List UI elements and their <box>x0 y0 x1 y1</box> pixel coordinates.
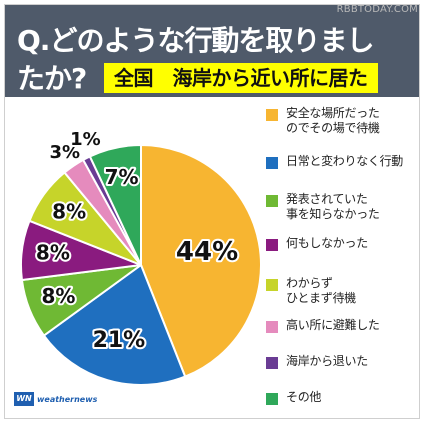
legend-label-7: 海岸から退いた <box>286 354 368 368</box>
legend-swatch-2 <box>266 157 278 169</box>
legend-swatch-4 <box>266 239 278 251</box>
site-watermark: RBBTODAY.COM <box>336 4 418 15</box>
legend-item-2: 日常と変わりなく行動 <box>266 154 416 169</box>
legend-label-8: その他 <box>286 390 322 404</box>
pie-slice-8 <box>88 143 142 266</box>
legend-item-5: わからず ひとまず待機 <box>266 276 416 306</box>
pie-slice-2 <box>42 263 187 386</box>
legend-swatch-6 <box>266 321 278 333</box>
legend-label-4: 何もしなかった <box>286 236 368 250</box>
question-title-line2: たか? <box>17 62 87 95</box>
legend-label-2: 日常と変わりなく行動 <box>286 154 404 168</box>
legend-item-1: 安全な場所だった のでその場で待機 <box>266 106 416 136</box>
slice-label-7: 1% <box>70 129 101 150</box>
scope-badge: 全国 海岸から近い所に居た <box>104 63 378 93</box>
legend-item-4: 何もしなかった <box>266 236 416 251</box>
slice-label-2: 21% <box>93 328 146 353</box>
legend-swatch-3 <box>266 195 278 207</box>
pie-chart: 44% 21% 8% 8% 8% 3%1%7% <box>20 127 262 386</box>
legend-item-8: その他 <box>266 390 416 405</box>
legend-label-3: 発表されていた 事を知らなかった <box>286 192 380 221</box>
legend-swatch-8 <box>266 393 278 405</box>
question-title-line1: Q.どのような行動を取りまし <box>17 24 374 57</box>
slice-label-8: 7% <box>105 165 139 189</box>
weathernews-logo: WN weathernews <box>14 392 97 406</box>
legend-item-7: 海岸から退いた <box>266 354 416 369</box>
legend-swatch-5 <box>266 279 278 291</box>
legend-item-3: 発表されていた 事を知らなかった <box>266 192 416 222</box>
slice-label-1: 44% <box>176 237 238 267</box>
slice-label-3: 8% <box>41 284 75 308</box>
legend-label-1: 安全な場所だった のでその場で待機 <box>286 106 380 135</box>
logo-mark: WN <box>14 392 34 406</box>
legend-swatch-7 <box>266 357 278 369</box>
question-header: Q.どのような行動を取りまし たか? 全国 海岸から近い所に居た <box>5 5 419 97</box>
legend-label-6: 高い所に避難した <box>286 318 380 332</box>
slice-label-6: 3% <box>50 142 81 163</box>
logo-text: weathernews <box>37 394 98 404</box>
legend-item-6: 高い所に避難した <box>266 318 416 333</box>
pie-slice-1 <box>140 143 262 378</box>
legend-swatch-1 <box>266 109 278 121</box>
slice-label-4: 8% <box>36 240 70 264</box>
slice-label-5: 8% <box>52 199 86 223</box>
legend-label-5: わからず ひとまず待機 <box>286 276 356 305</box>
